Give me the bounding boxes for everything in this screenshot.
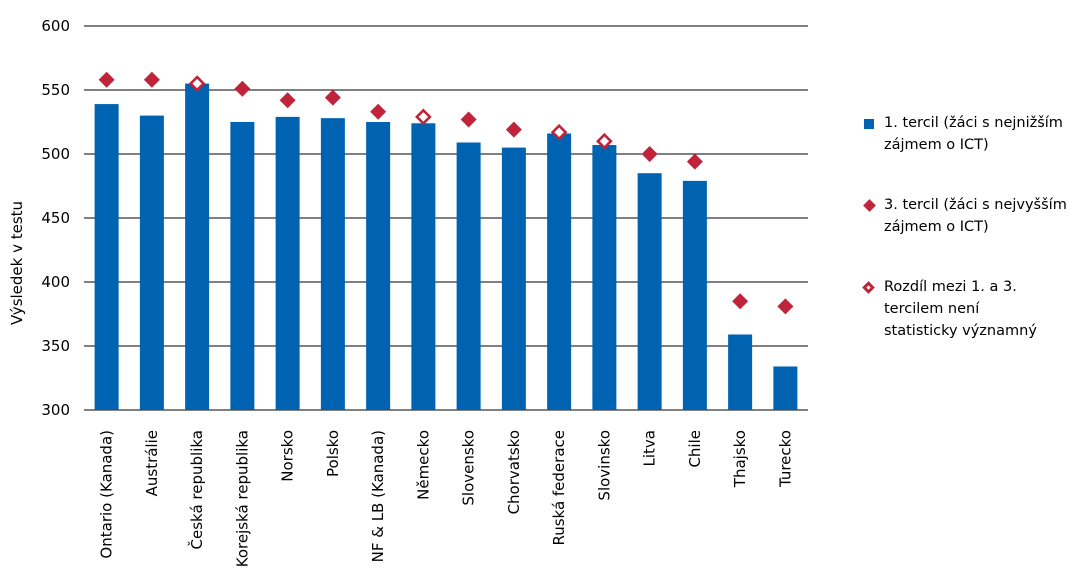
bar	[366, 122, 391, 410]
y-tick-label: 500	[41, 145, 70, 163]
category-label: Slovinsko	[595, 430, 613, 501]
diamond-series	[98, 71, 794, 315]
diamond-marker	[732, 293, 749, 310]
bar	[637, 173, 662, 410]
category-label: Slovensko	[460, 430, 478, 506]
category-label: NF & LB (Kanada)	[369, 430, 387, 562]
y-tick-label: 400	[41, 273, 70, 291]
category-label: Ruská federace	[550, 430, 568, 546]
legend: 1. tercil (žáci s nejnižším zájmem o ICT…	[858, 112, 1068, 372]
legend-swatch-diamond	[863, 199, 876, 212]
diamond-marker	[686, 153, 703, 170]
category-label: Ontario (Kanada)	[98, 430, 116, 559]
legend-item-diamond: 3. tercil (žáci s nejvyšším zájmem o ICT…	[858, 194, 1068, 238]
legend-label-diamond-line1: 3. tercil (žáci s nejvyšším	[884, 197, 1067, 213]
category-label: Korejská republika	[233, 430, 251, 567]
legend-label-hollow-line2: tercilem není	[884, 301, 980, 317]
category-label: Česká republika	[187, 430, 206, 549]
bar-series	[94, 83, 798, 411]
bar	[501, 147, 526, 410]
legend-label-diamond-line2: zájmem o ICT)	[884, 219, 989, 235]
bar	[94, 104, 119, 410]
hollow-diamond-marker	[596, 132, 613, 150]
diamond-marker	[370, 103, 387, 120]
diamond-marker	[641, 146, 658, 162]
category-label: Chorvatsko	[505, 430, 523, 514]
category-label: Litva	[641, 430, 659, 466]
bar	[139, 115, 164, 410]
category-label: Německo	[414, 430, 432, 500]
legend-item-bar: 1. tercil (žáci s nejnižším zájmem o ICT…	[858, 112, 1068, 156]
hollow-diamond-marker	[188, 75, 206, 92]
legend-label-bar-line2: zájmem o ICT)	[884, 137, 989, 153]
legend-label-hollow-line1: Rozdíl mezi 1. a 3.	[884, 279, 1017, 295]
diamond-marker	[143, 71, 160, 88]
bar	[547, 133, 572, 410]
diamond-marker	[98, 71, 115, 88]
bar	[592, 145, 617, 411]
legend-label-hollow-line3: statisticky významný	[884, 323, 1037, 339]
y-tick-label: 600	[41, 17, 70, 35]
diamond-marker	[460, 111, 477, 128]
legend-swatch-hollow-diamond	[862, 281, 875, 294]
bar	[185, 83, 210, 410]
category-label: Chile	[686, 430, 704, 468]
diamond-marker	[324, 89, 341, 106]
category-label: Thajsko	[731, 430, 749, 488]
diamond-marker	[777, 298, 794, 315]
y-axis-label: Výsledek v testu	[8, 201, 26, 325]
legend-item-hollow: Rozdíl mezi 1. a 3. tercilem není statis…	[858, 276, 1068, 342]
category-label: Austrálie	[143, 430, 161, 496]
bar	[230, 122, 255, 410]
y-tick-label: 450	[41, 209, 70, 227]
legend-label-bar-line1: 1. tercil (žáci s nejnižším	[884, 115, 1063, 131]
bar	[320, 118, 345, 410]
diamond-marker	[505, 121, 522, 138]
category-labels: Ontario (Kanada) Austrálie Česká republika…	[98, 430, 795, 567]
hollow-diamond-marker	[550, 123, 568, 141]
legend-swatch-bar	[864, 119, 874, 129]
y-tick-label: 550	[41, 81, 70, 99]
category-label: Polsko	[324, 430, 342, 477]
bar	[728, 334, 753, 410]
y-tick-labels: 300 350 400 450 500 550 600	[41, 17, 70, 419]
hollow-diamond-marker	[415, 108, 432, 126]
bar	[682, 180, 707, 410]
bar	[411, 123, 436, 410]
y-tick-label: 350	[41, 337, 70, 355]
bar	[773, 366, 798, 410]
diamond-marker	[279, 92, 296, 109]
bar	[456, 142, 481, 411]
diamond-marker	[234, 80, 251, 97]
category-label: Norsko	[279, 430, 297, 482]
y-tick-label: 300	[41, 401, 70, 419]
category-label: Turecko	[776, 430, 794, 488]
chart: 300 350 400 450 500 550 600 Ontario (Kanada) Au…	[8, 17, 808, 567]
bar	[275, 116, 300, 410]
